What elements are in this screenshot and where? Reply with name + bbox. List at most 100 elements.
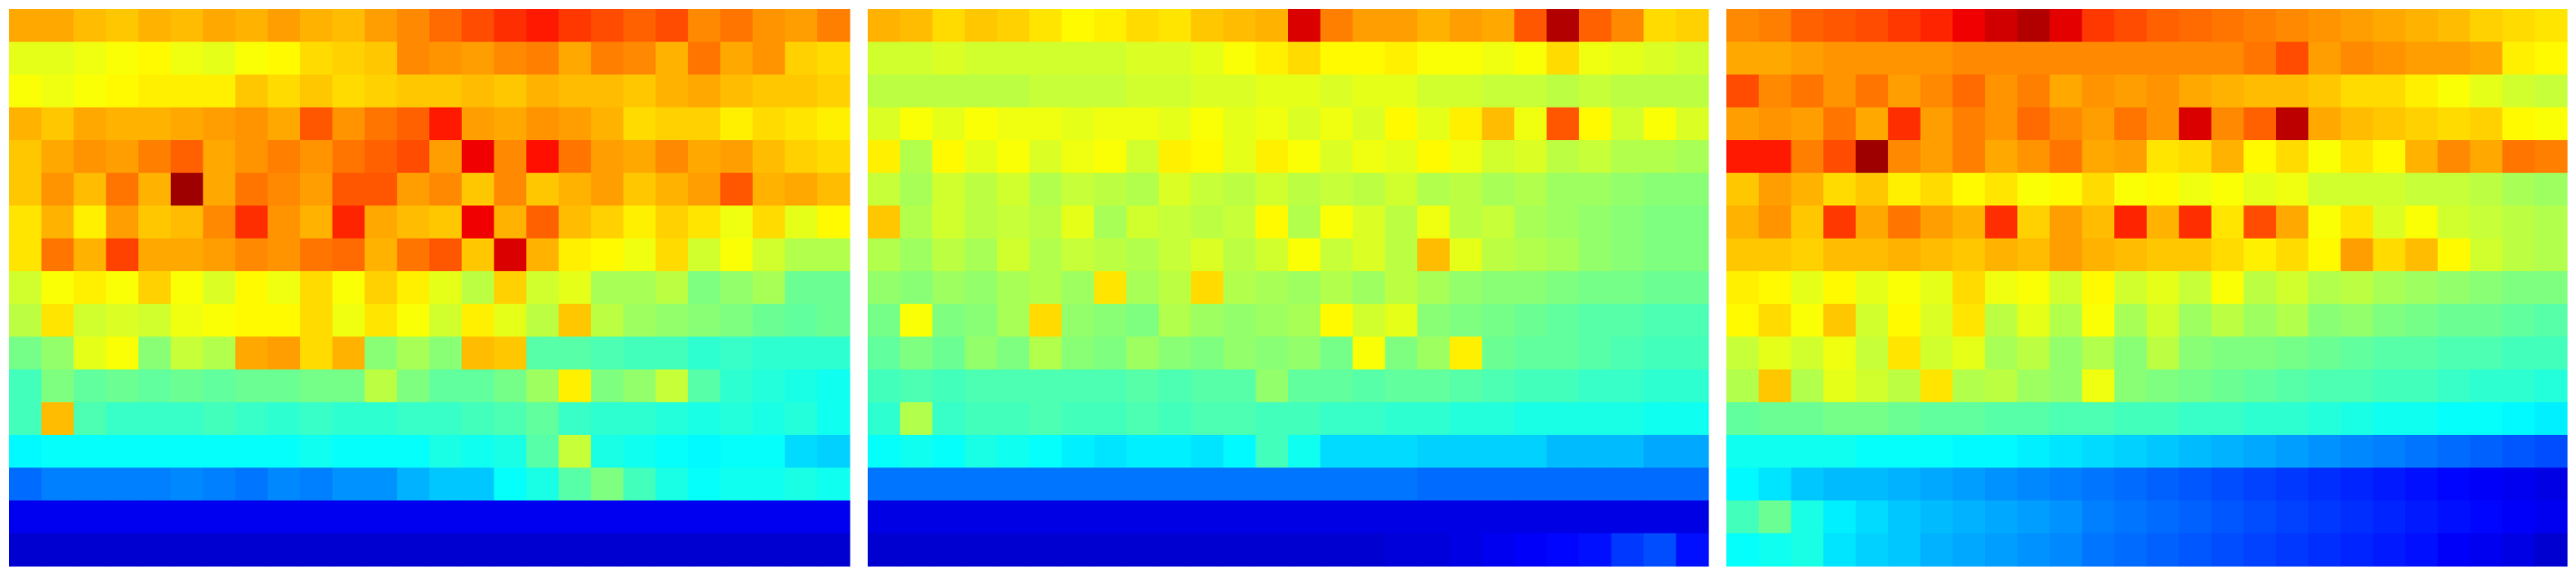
- heatmap-cell: [138, 304, 172, 337]
- heatmap-cell: [2243, 9, 2277, 42]
- heatmap-cell: [1578, 270, 1612, 305]
- heatmap-cell: [1676, 238, 1709, 272]
- heatmap-cell: [1578, 42, 1612, 76]
- heatmap-cell: [1643, 336, 1677, 371]
- heatmap-cell: [1887, 435, 1922, 468]
- heatmap-cell: [1385, 401, 1418, 436]
- heatmap-cell: [932, 467, 965, 502]
- heatmap-cell: [2017, 500, 2051, 534]
- heatmap-cell: [2049, 304, 2083, 337]
- heatmap-cell: [9, 107, 42, 141]
- heatmap-cell: [1417, 467, 1451, 502]
- heatmap-cell: [2373, 304, 2406, 337]
- heatmap-cell: [1223, 74, 1256, 108]
- heatmap-cell: [1643, 173, 1677, 207]
- heatmap-cell: [964, 139, 998, 174]
- heatmap-cell: [397, 205, 430, 240]
- heatmap-cell: [2405, 467, 2439, 502]
- heatmap-cell: [268, 107, 301, 141]
- heatmap-cell: [1288, 369, 1321, 403]
- heatmap-cell: [364, 401, 398, 436]
- heatmap-cell: [299, 139, 334, 174]
- heatmap-cell: [1094, 270, 1127, 305]
- heatmap-cell: [73, 173, 107, 207]
- heatmap-cell: [1223, 270, 1256, 305]
- heatmap-cell: [1352, 139, 1386, 174]
- heatmap-cell: [1611, 238, 1645, 272]
- heatmap-cell: [9, 205, 42, 240]
- heatmap-cell: [2276, 42, 2309, 76]
- heatmap-cell: [429, 304, 463, 337]
- heatmap-cell: [2114, 173, 2148, 207]
- heatmap-cell: [1449, 173, 1483, 207]
- heatmap-cell: [2147, 304, 2180, 337]
- heatmap-cell: [1643, 401, 1677, 436]
- heatmap-cell: [2405, 304, 2439, 337]
- heatmap-cell: [9, 139, 42, 174]
- heatmap-cell: [1061, 139, 1095, 174]
- heatmap-cell: [2469, 205, 2504, 240]
- heatmap-cell: [1449, 42, 1483, 76]
- heatmap-cell: [1758, 270, 1792, 305]
- heatmap-cell: [2243, 238, 2277, 272]
- heatmap-cell: [655, 74, 689, 108]
- heatmap-cell: [1223, 435, 1256, 468]
- heatmap-cell: [1758, 205, 1792, 240]
- heatmap-cell: [719, 336, 754, 371]
- heatmap-cell: [1481, 304, 1515, 337]
- heatmap-cell: [559, 107, 592, 141]
- heatmap-cell: [1643, 435, 1677, 468]
- heatmap-cell: [1449, 139, 1483, 174]
- heatmap-cell: [1952, 9, 1986, 42]
- heatmap-cell: [138, 369, 172, 403]
- heatmap-cell: [1758, 369, 1792, 403]
- heatmap-cell: [1547, 500, 1580, 534]
- heatmap-cell: [1514, 139, 1547, 174]
- heatmap-cell: [268, 9, 301, 42]
- heatmap-cell: [655, 107, 689, 141]
- heatmap-cell: [1255, 435, 1289, 468]
- heatmap-cell: [1547, 107, 1580, 141]
- heatmap-cell: [332, 435, 366, 468]
- heatmap-cell: [9, 304, 42, 337]
- heatmap-cell: [1726, 238, 1760, 272]
- heatmap-cell: [41, 467, 75, 502]
- heatmap-cell: [1547, 533, 1580, 567]
- heatmap-cell: [138, 401, 172, 436]
- heatmap-cell: [1676, 369, 1709, 403]
- heatmap-cell: [719, 533, 754, 567]
- heatmap-cell: [688, 270, 721, 305]
- heatmap-cell: [688, 9, 721, 42]
- heatmap-cell: [752, 401, 786, 436]
- heatmap-cell: [964, 107, 998, 141]
- heatmap-cell: [332, 500, 366, 534]
- heatmap-cell: [1417, 533, 1451, 567]
- heatmap-cell: [429, 139, 463, 174]
- heatmap-cell: [868, 173, 901, 207]
- heatmap-cell: [688, 336, 721, 371]
- heatmap-cell: [1856, 500, 1889, 534]
- heatmap-cell: [623, 336, 656, 371]
- heatmap-cell: [2502, 74, 2535, 108]
- heatmap-cell: [752, 42, 786, 76]
- heatmap-cell: [1385, 369, 1418, 403]
- heatmap-cell: [1255, 107, 1289, 141]
- heatmap-cell: [2276, 304, 2309, 337]
- heatmap-cell: [429, 336, 463, 371]
- heatmap-cell: [1514, 336, 1547, 371]
- heatmap-cell: [1887, 42, 1922, 76]
- heatmap-cell: [170, 435, 204, 468]
- heatmap-cell: [1094, 107, 1127, 141]
- heatmap-cell: [590, 369, 625, 403]
- heatmap-cell: [1791, 435, 1824, 468]
- heatmap-cell: [170, 533, 204, 567]
- heatmap-cell: [623, 238, 656, 272]
- heatmap-cell: [2178, 304, 2213, 337]
- heatmap-cell: [1887, 238, 1922, 272]
- heatmap-cell: [868, 74, 901, 108]
- heatmap-cell: [1547, 270, 1580, 305]
- heatmap-cell: [785, 401, 818, 436]
- heatmap-cell: [1126, 500, 1160, 534]
- heatmap-cell: [106, 401, 139, 436]
- heatmap-cell: [73, 435, 107, 468]
